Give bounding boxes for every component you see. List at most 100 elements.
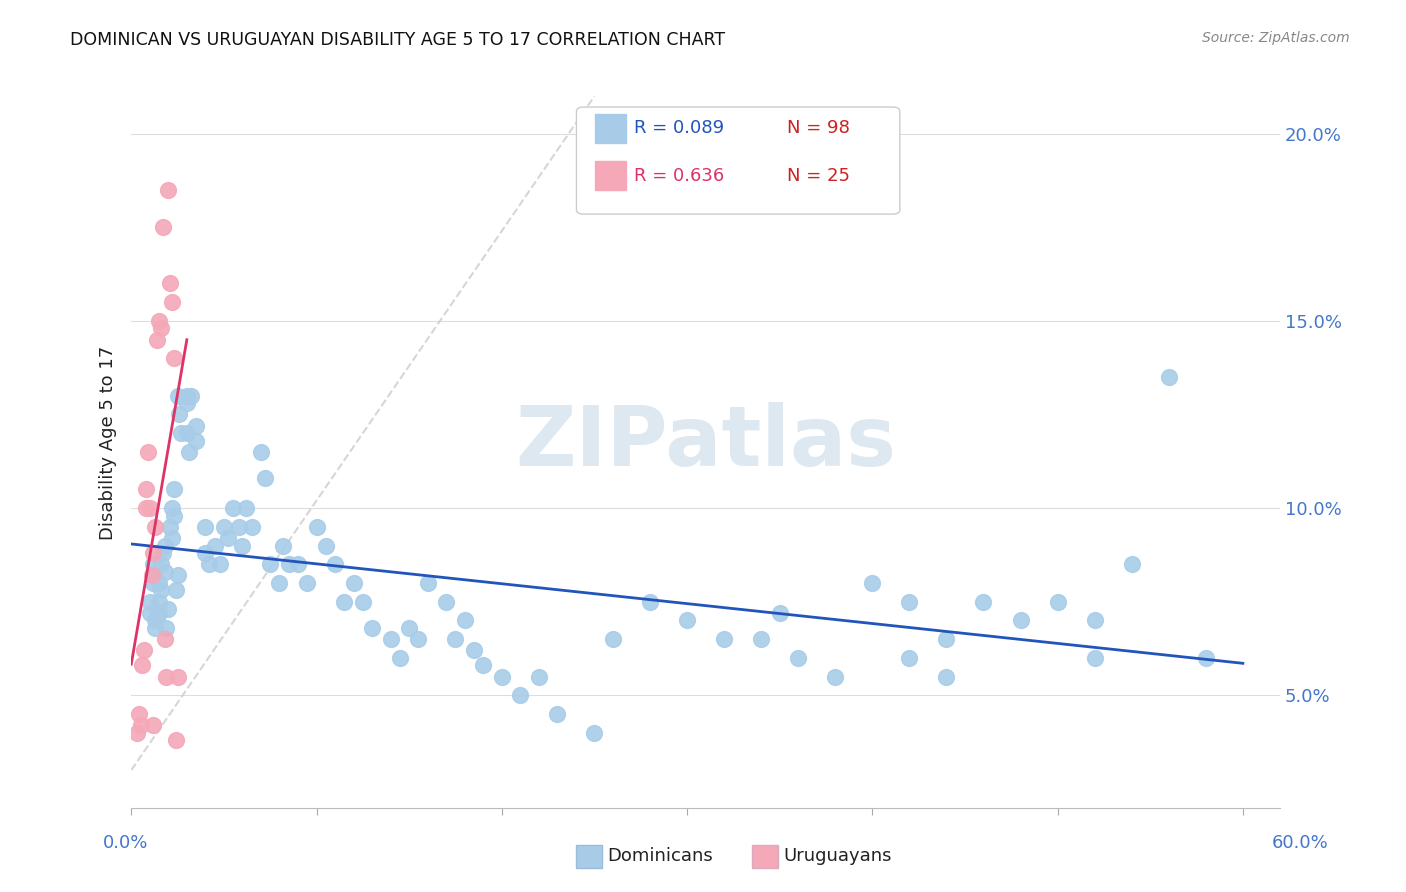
Point — [176, 426, 198, 441]
Point — [416, 576, 439, 591]
Point — [143, 614, 166, 628]
Point — [388, 650, 411, 665]
Point — [152, 546, 174, 560]
Point — [184, 418, 207, 433]
Point — [454, 614, 477, 628]
Point — [194, 520, 217, 534]
Point — [935, 669, 957, 683]
Point — [204, 539, 226, 553]
Point — [136, 445, 159, 459]
Point — [157, 602, 180, 616]
Point — [269, 576, 291, 591]
Point — [166, 568, 188, 582]
Point — [713, 632, 735, 646]
Point — [408, 632, 430, 646]
Text: Dominicans: Dominicans — [607, 847, 713, 865]
Text: R = 0.636: R = 0.636 — [634, 167, 724, 185]
Text: ZIPatlas: ZIPatlas — [515, 402, 896, 483]
Point — [177, 445, 200, 459]
Point — [444, 632, 467, 646]
Point — [240, 520, 263, 534]
Point — [323, 558, 346, 572]
Point — [131, 658, 153, 673]
Point — [217, 531, 239, 545]
Text: N = 98: N = 98 — [787, 120, 851, 137]
Point — [166, 389, 188, 403]
Point — [153, 565, 176, 579]
Point — [333, 595, 356, 609]
Point — [935, 632, 957, 646]
Point — [134, 643, 156, 657]
Point — [180, 389, 202, 403]
Point — [148, 606, 170, 620]
Point — [972, 595, 994, 609]
Point — [160, 531, 183, 545]
Point — [184, 434, 207, 448]
Text: 0.0%: 0.0% — [103, 834, 148, 852]
Point — [165, 733, 187, 747]
Text: DOMINICAN VS URUGUAYAN DISABILITY AGE 5 TO 17 CORRELATION CHART: DOMINICAN VS URUGUAYAN DISABILITY AGE 5 … — [70, 31, 725, 49]
Point — [142, 558, 165, 572]
Point — [824, 669, 846, 683]
Point — [509, 688, 531, 702]
Point — [135, 501, 157, 516]
Point — [139, 501, 162, 516]
Point — [1157, 370, 1180, 384]
Point — [583, 725, 606, 739]
Point — [148, 314, 170, 328]
Point — [163, 483, 186, 497]
Point — [149, 583, 172, 598]
Point — [297, 576, 319, 591]
Point — [159, 520, 181, 534]
Point — [253, 471, 276, 485]
Point — [135, 483, 157, 497]
Point — [128, 706, 150, 721]
Point — [139, 595, 162, 609]
Point — [153, 632, 176, 646]
Point — [546, 706, 568, 721]
Point — [860, 576, 883, 591]
Point — [149, 558, 172, 572]
Point — [169, 408, 191, 422]
Point — [139, 606, 162, 620]
Point — [146, 333, 169, 347]
Point — [434, 595, 457, 609]
Point — [305, 520, 328, 534]
Point — [602, 632, 624, 646]
Point — [129, 718, 152, 732]
Point — [676, 614, 699, 628]
Point — [149, 321, 172, 335]
Point — [250, 445, 273, 459]
Point — [1084, 614, 1107, 628]
Point — [153, 539, 176, 553]
Point — [155, 621, 177, 635]
Point — [235, 501, 257, 516]
Point — [638, 595, 661, 609]
Point — [176, 389, 198, 403]
Point — [143, 621, 166, 635]
Point — [165, 583, 187, 598]
Text: Source: ZipAtlas.com: Source: ZipAtlas.com — [1202, 31, 1350, 45]
Point — [898, 650, 921, 665]
Point — [472, 658, 495, 673]
Point — [142, 718, 165, 732]
Point — [342, 576, 364, 591]
Point — [315, 539, 337, 553]
Point — [769, 606, 792, 620]
Point — [142, 576, 165, 591]
Point — [155, 669, 177, 683]
Point — [194, 546, 217, 560]
Point — [166, 669, 188, 683]
Point — [527, 669, 550, 683]
Y-axis label: Disability Age 5 to 17: Disability Age 5 to 17 — [100, 345, 117, 540]
Point — [1121, 558, 1143, 572]
Point — [1010, 614, 1032, 628]
Point — [209, 558, 232, 572]
Point — [1084, 650, 1107, 665]
Point — [152, 220, 174, 235]
Point — [141, 568, 163, 582]
Text: 60.0%: 60.0% — [1272, 834, 1329, 852]
Point — [142, 546, 165, 560]
Point — [361, 621, 384, 635]
Text: R = 0.089: R = 0.089 — [634, 120, 724, 137]
